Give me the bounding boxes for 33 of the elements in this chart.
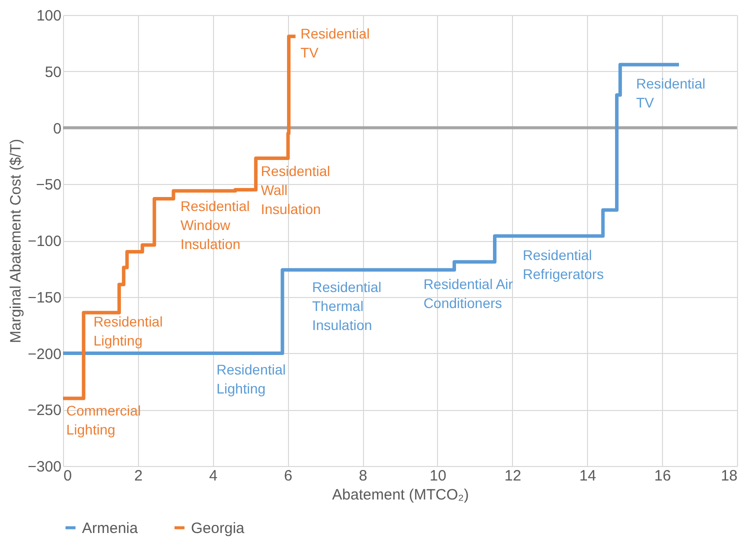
x-axis-title: Abatement (MTCO₂)	[332, 486, 469, 504]
x-tick-label: 14	[579, 468, 596, 484]
x-tick-label: 12	[504, 468, 522, 484]
y-tick-label: 0	[53, 120, 62, 138]
x-tick-label: 10	[430, 468, 446, 484]
y-axis-title: Marginal Abatement Cost ($/T)	[8, 138, 25, 344]
annotation: Residential Air Conditioners	[423, 276, 514, 311]
y-tick-label: 100	[36, 8, 62, 24]
y-tick-label: −200	[28, 346, 62, 363]
x-tick-label: 2	[134, 468, 143, 484]
annotation: Commercial Lighting	[66, 402, 141, 438]
annotation: Residential Lighting	[93, 314, 163, 349]
annotation: Residential TV	[636, 76, 706, 111]
y-tick-label: −250	[28, 402, 62, 420]
legend-label: Georgia	[191, 520, 246, 537]
annotation: Residential Wall Insulation	[260, 163, 330, 218]
y-tick-label: 50	[44, 64, 62, 81]
annotation: Residential Thermal Insulation	[312, 278, 382, 333]
annotation: Residential Lighting	[216, 361, 286, 396]
x-tick-label: 0	[64, 468, 72, 484]
x-tick-label: 6	[284, 468, 292, 484]
y-tick-label: −150	[28, 289, 62, 306]
x-tick-label: 8	[358, 468, 368, 484]
annotation: Residential TV	[300, 25, 370, 60]
x-tick-label: 16	[654, 468, 671, 484]
annotation: Residential Refrigerators	[522, 246, 604, 282]
x-tick-label: 18	[720, 468, 738, 484]
y-tick-label: −50	[36, 176, 62, 194]
y-tick-label: −300	[28, 458, 62, 476]
y-tick-label: −100	[28, 233, 62, 250]
x-tick-label: 4	[209, 468, 218, 484]
legend-label: Armenia	[82, 520, 139, 537]
annotation: Residential Window Insulation	[180, 198, 250, 252]
